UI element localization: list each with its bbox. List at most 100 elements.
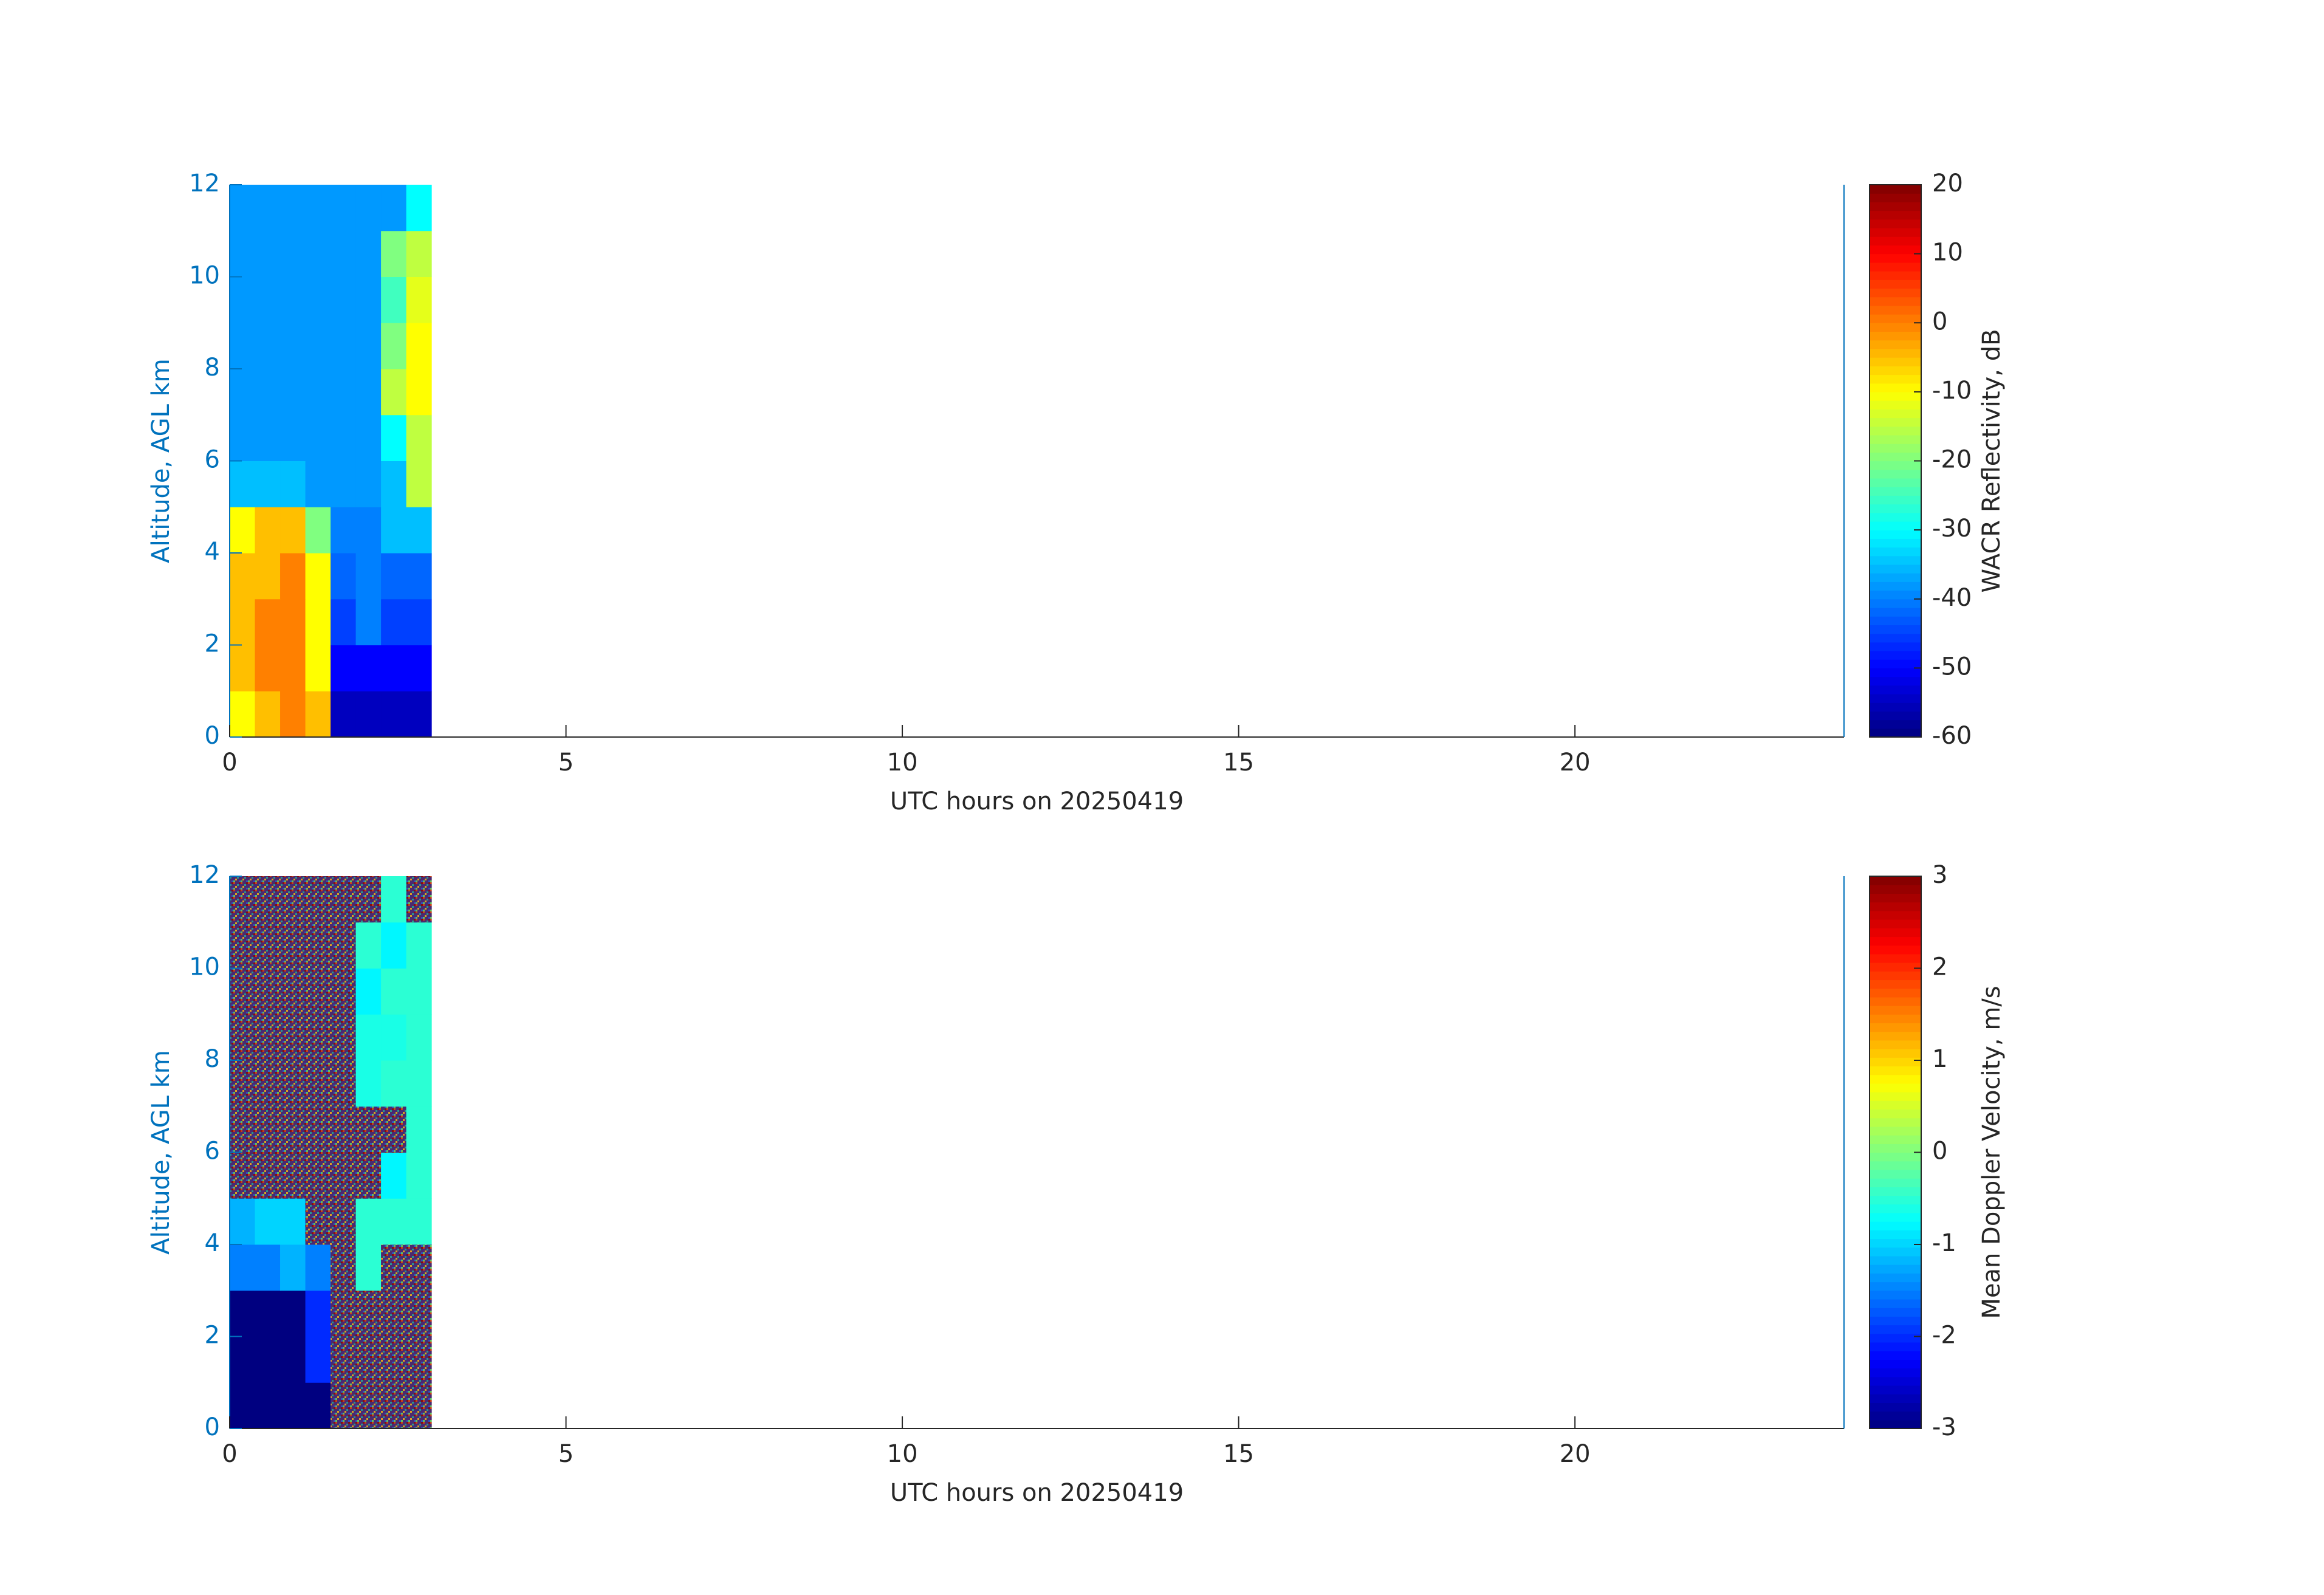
no-signal bbox=[331, 1336, 357, 1383]
cell bbox=[230, 507, 256, 554]
colorbar-label: WACR Reflectivity, dB bbox=[1978, 329, 2006, 592]
colorbar-tick-label: -20 bbox=[1932, 446, 1972, 474]
cell bbox=[230, 323, 256, 369]
colorbar-tick-label: 0 bbox=[1932, 1137, 1947, 1165]
colorbar-step bbox=[1870, 902, 1921, 911]
cell bbox=[381, 230, 407, 277]
colorbar-step bbox=[1870, 530, 1921, 539]
x-tick-label: 0 bbox=[222, 1440, 237, 1468]
no-signal bbox=[305, 1106, 331, 1153]
no-signal bbox=[331, 876, 357, 923]
y-tick-label: 8 bbox=[205, 1045, 220, 1073]
colorbar-step bbox=[1870, 340, 1921, 349]
colorbar-step bbox=[1870, 979, 1921, 989]
cell bbox=[406, 1152, 432, 1199]
no-signal bbox=[406, 1336, 432, 1383]
colorbar-step bbox=[1870, 469, 1921, 479]
cell bbox=[280, 691, 306, 738]
colorbar-step bbox=[1870, 487, 1921, 496]
colorbar-step bbox=[1870, 555, 1921, 565]
no-signal bbox=[255, 1106, 281, 1153]
no-signal bbox=[230, 1152, 256, 1199]
colorbar-step bbox=[1870, 504, 1921, 513]
colorbar-step bbox=[1870, 953, 1921, 963]
cell bbox=[331, 645, 357, 691]
cell bbox=[230, 1290, 256, 1337]
cell bbox=[381, 876, 407, 923]
no-signal bbox=[230, 1106, 256, 1153]
colorbar-step bbox=[1870, 1109, 1921, 1119]
cell bbox=[355, 369, 382, 416]
colorbar-step bbox=[1870, 461, 1921, 470]
cell bbox=[355, 1060, 382, 1107]
cell bbox=[381, 276, 407, 323]
cell bbox=[406, 461, 432, 507]
colorbar-step bbox=[1870, 253, 1921, 263]
colorbar-step bbox=[1870, 702, 1921, 712]
y-tick-label: 0 bbox=[205, 1413, 220, 1441]
colorbar-label: Mean Doppler Velocity, m/s bbox=[1978, 986, 2006, 1319]
colorbar-step bbox=[1870, 1014, 1921, 1024]
x-tick-label: 20 bbox=[1560, 1440, 1591, 1468]
colorbar-step bbox=[1870, 1117, 1921, 1127]
cell bbox=[305, 691, 331, 738]
cell bbox=[331, 691, 357, 738]
colorbar-step bbox=[1870, 1074, 1921, 1084]
colorbar-step bbox=[1870, 314, 1921, 323]
colorbar-step bbox=[1870, 521, 1921, 530]
cell bbox=[230, 461, 256, 507]
colorbar-tick-label: -1 bbox=[1932, 1229, 1956, 1257]
cell bbox=[305, 323, 331, 369]
cell bbox=[355, 276, 382, 323]
colorbar-step bbox=[1870, 323, 1921, 332]
colorbar-step bbox=[1870, 245, 1921, 255]
cell bbox=[355, 1244, 382, 1291]
colorbar-step bbox=[1870, 607, 1921, 617]
cell bbox=[255, 1382, 281, 1429]
cell bbox=[305, 553, 331, 600]
colorbar-step bbox=[1870, 1264, 1921, 1274]
no-signal bbox=[255, 968, 281, 1015]
colorbar-step bbox=[1870, 719, 1921, 729]
cell bbox=[406, 691, 432, 738]
colorbar-step bbox=[1870, 1126, 1921, 1136]
cell bbox=[230, 645, 256, 691]
colorbar-step bbox=[1870, 426, 1921, 436]
cell bbox=[280, 461, 306, 507]
no-signal bbox=[331, 1244, 357, 1291]
cell bbox=[280, 1198, 306, 1245]
colorbar-step bbox=[1870, 538, 1921, 548]
no-signal bbox=[305, 1152, 331, 1199]
cell bbox=[280, 1336, 306, 1383]
y-tick-label: 8 bbox=[205, 354, 220, 382]
cell bbox=[406, 599, 432, 645]
colorbar-step bbox=[1870, 1402, 1921, 1412]
colorbar-step bbox=[1870, 962, 1921, 972]
cell bbox=[331, 461, 357, 507]
x-tick-label: 10 bbox=[887, 749, 918, 777]
cell bbox=[305, 230, 331, 277]
cell bbox=[355, 185, 382, 232]
cell bbox=[406, 968, 432, 1015]
colorbar-step bbox=[1870, 1316, 1921, 1326]
colorbar-step bbox=[1870, 391, 1921, 401]
cell bbox=[280, 1290, 306, 1337]
colorbar-step bbox=[1870, 1187, 1921, 1196]
cell bbox=[255, 461, 281, 507]
colorbar-step bbox=[1870, 1083, 1921, 1092]
no-signal bbox=[355, 1290, 382, 1337]
colorbar-step bbox=[1870, 693, 1921, 703]
colorbar-step bbox=[1870, 1281, 1921, 1291]
cell bbox=[355, 230, 382, 277]
y-tick-label: 12 bbox=[189, 170, 220, 197]
no-signal bbox=[280, 876, 306, 923]
cell bbox=[406, 276, 432, 323]
cell bbox=[355, 323, 382, 369]
colorbar-step bbox=[1870, 444, 1921, 453]
no-signal bbox=[305, 1060, 331, 1107]
colorbar-step bbox=[1870, 1411, 1921, 1421]
no-signal bbox=[331, 922, 357, 969]
no-signal bbox=[280, 1060, 306, 1107]
colorbar-step bbox=[1870, 668, 1921, 677]
cell bbox=[331, 323, 357, 369]
